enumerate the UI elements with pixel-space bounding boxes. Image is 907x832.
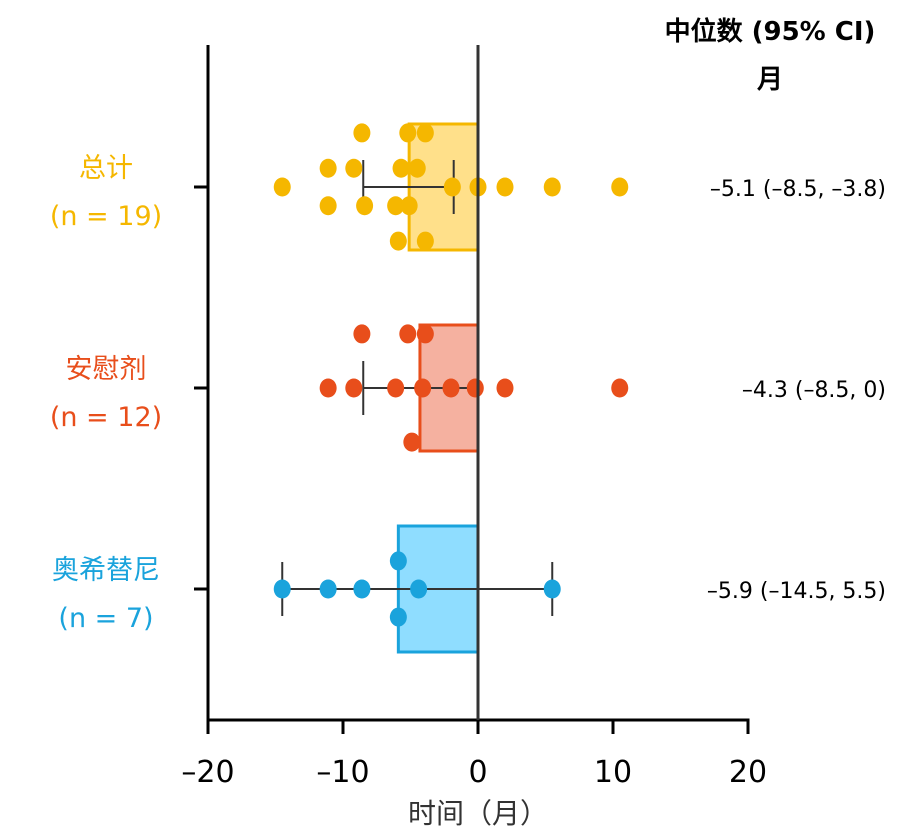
data-point-0-15 [387, 196, 405, 216]
axes-layer: –20 –10 0 10 20 [181, 45, 767, 790]
group-1: 安慰剂 (n = 12) –4.3 (–8.5, 0) [50, 323, 886, 453]
data-point-0-2 [416, 123, 434, 143]
data-point-1-5 [387, 378, 405, 398]
data-point-2-6 [389, 607, 407, 627]
group-0: 总计 (n = 19) –5.1 (–8.5, –3.8) [50, 122, 886, 252]
data-point-0-8 [443, 177, 461, 197]
data-point-2-3 [353, 579, 371, 599]
group-label-name: 奥希替尼 [52, 555, 160, 586]
data-point-0-12 [611, 177, 629, 197]
data-point-1-8 [466, 378, 484, 398]
group-label-name: 安慰剂 [66, 354, 147, 385]
data-point-2-4 [410, 579, 428, 599]
data-point-0-3 [319, 158, 337, 178]
header-line1: 中位数 (95% CI) [665, 16, 876, 47]
data-point-0-14 [356, 196, 374, 216]
x-tick-label-0: –20 [181, 755, 234, 790]
data-point-2-0 [389, 551, 407, 571]
data-point-1-1 [399, 324, 417, 344]
data-point-0-4 [345, 158, 363, 178]
data-point-1-6 [414, 378, 432, 398]
data-point-0-0 [353, 123, 371, 143]
data-point-0-7 [273, 177, 291, 197]
data-point-1-10 [611, 378, 629, 398]
group-2: 奥希替尼 (n = 7) –5.9 (–14.5, 5.5) [52, 524, 886, 654]
data-point-0-1 [399, 123, 417, 143]
data-point-0-16 [400, 196, 418, 216]
group-label-n: (n = 7) [58, 603, 153, 634]
data-point-1-7 [442, 378, 460, 398]
data-point-2-2 [319, 579, 337, 599]
data-point-0-17 [389, 231, 407, 251]
data-point-0-18 [416, 231, 434, 251]
group-label-n: (n = 19) [50, 201, 162, 232]
group-summary: –4.3 (–8.5, 0) [742, 378, 886, 403]
data-point-1-2 [416, 324, 434, 344]
x-axis-label: 时间（月） [408, 797, 548, 830]
group-summary: –5.9 (–14.5, 5.5) [707, 579, 886, 604]
data-point-1-11 [403, 432, 421, 452]
group-summary: –5.1 (–8.5, –3.8) [710, 177, 886, 202]
data-point-1-3 [319, 378, 337, 398]
data-point-0-11 [543, 177, 561, 197]
data-point-2-5 [543, 579, 561, 599]
x-tick-label-2: 0 [468, 755, 487, 790]
data-point-1-9 [496, 378, 514, 398]
data-point-0-6 [408, 158, 426, 178]
group-label-n: (n = 12) [50, 402, 162, 433]
x-tick-label-3: 10 [594, 755, 632, 790]
data-point-0-5 [392, 158, 410, 178]
data-point-1-4 [345, 378, 363, 398]
x-tick-label-1: –10 [316, 755, 369, 790]
x-tick-label-4: 20 [729, 755, 767, 790]
data-point-1-0 [353, 324, 371, 344]
groups-layer: 总计 (n = 19) –5.1 (–8.5, –3.8) 安慰剂 (n = 12) –4… [50, 122, 886, 654]
data-point-0-13 [319, 196, 337, 216]
group-label-name: 总计 [79, 153, 133, 184]
data-point-0-10 [496, 177, 514, 197]
data-point-2-1 [273, 579, 291, 599]
header-line2: 月 [756, 65, 783, 95]
